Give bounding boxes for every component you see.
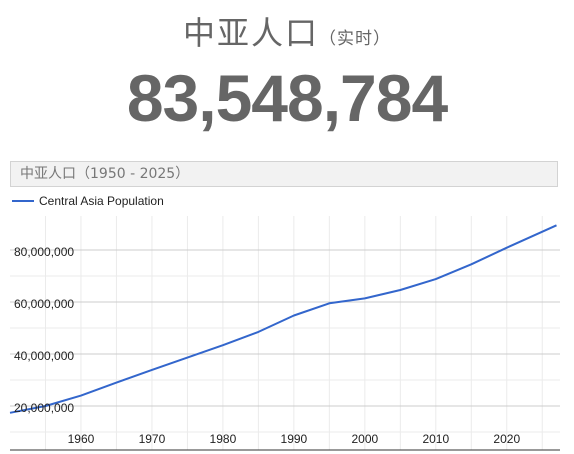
y-tick-label: 20,000,000: [14, 401, 74, 415]
population-counter: 83,548,784: [126, 61, 448, 135]
y-tick-label: 80,000,000: [14, 245, 74, 259]
x-tick-label: 2000: [351, 432, 378, 446]
title-main: 中亚人口: [182, 14, 319, 52]
y-tick-label: 60,000,000: [14, 297, 74, 311]
x-tick-label: 1980: [210, 432, 237, 446]
x-tick-label: 1970: [139, 432, 166, 446]
x-tick-label: 1990: [281, 432, 308, 446]
legend-label: Central Asia Population: [39, 194, 164, 208]
chart-title: 中亚人口（1950 - 2025）: [10, 161, 558, 187]
y-tick-label: 40,000,000: [14, 349, 74, 363]
x-tick-label: 1960: [68, 432, 95, 446]
series-line: [9, 224, 557, 414]
page-title: 中亚人口（实时）: [0, 8, 574, 54]
title-sub: （实时）: [319, 29, 391, 49]
x-tick-label: 2010: [422, 432, 449, 446]
x-tick-label: 2020: [493, 432, 520, 446]
